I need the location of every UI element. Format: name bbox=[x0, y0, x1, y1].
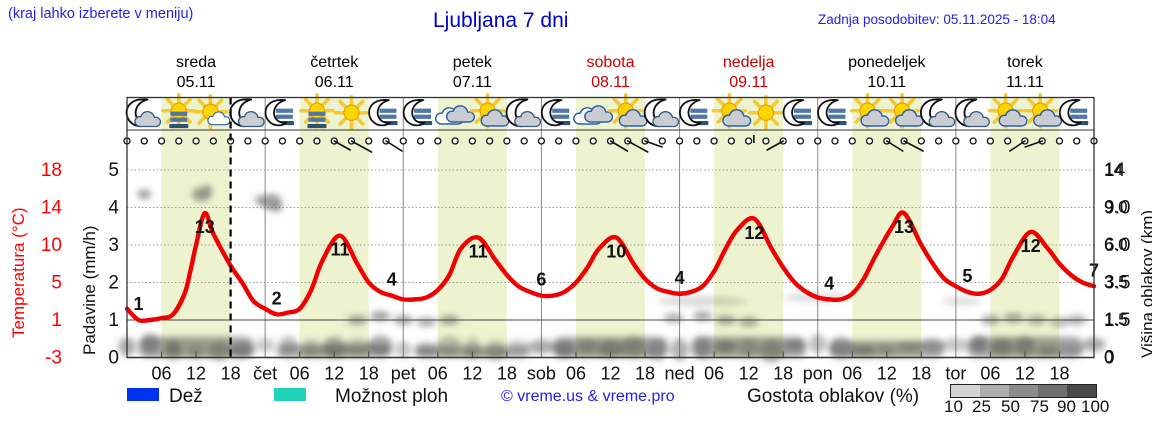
svg-text:4: 4 bbox=[387, 270, 397, 290]
svg-text:18: 18 bbox=[359, 364, 379, 384]
svg-text:06: 06 bbox=[842, 364, 862, 384]
svg-text:12: 12 bbox=[462, 364, 482, 384]
svg-text:18: 18 bbox=[1049, 364, 1069, 384]
svg-text:13: 13 bbox=[894, 217, 914, 237]
svg-text:18: 18 bbox=[41, 160, 62, 181]
svg-text:pon: pon bbox=[803, 364, 833, 384]
svg-text:9.0: 9.0 bbox=[1104, 198, 1128, 217]
svg-text:12: 12 bbox=[744, 223, 764, 243]
svg-text:06: 06 bbox=[290, 364, 310, 384]
svg-text:5: 5 bbox=[108, 160, 119, 181]
svg-text:4: 4 bbox=[108, 198, 119, 219]
svg-text:18: 18 bbox=[911, 364, 931, 384]
svg-text:12: 12 bbox=[1015, 364, 1035, 384]
svg-text:18: 18 bbox=[635, 364, 655, 384]
svg-text:5: 5 bbox=[51, 273, 62, 294]
svg-text:10: 10 bbox=[606, 242, 626, 262]
svg-text:4: 4 bbox=[675, 268, 685, 288]
svg-text:1.5: 1.5 bbox=[1104, 310, 1128, 329]
svg-text:12: 12 bbox=[186, 364, 206, 384]
svg-text:12: 12 bbox=[877, 364, 897, 384]
svg-text:5: 5 bbox=[962, 266, 972, 286]
svg-text:sob: sob bbox=[527, 364, 556, 384]
svg-text:06: 06 bbox=[980, 364, 1000, 384]
svg-text:6.0: 6.0 bbox=[1104, 235, 1128, 254]
svg-text:4: 4 bbox=[824, 273, 834, 293]
svg-text:06: 06 bbox=[428, 364, 448, 384]
svg-text:18: 18 bbox=[221, 364, 241, 384]
svg-text:06: 06 bbox=[704, 364, 724, 384]
svg-text:06: 06 bbox=[152, 364, 172, 384]
svg-text:12: 12 bbox=[1021, 236, 1041, 256]
svg-text:10: 10 bbox=[41, 235, 62, 256]
svg-text:6: 6 bbox=[536, 270, 546, 290]
svg-text:11: 11 bbox=[330, 240, 349, 260]
svg-text:0: 0 bbox=[1104, 348, 1113, 367]
svg-text:1: 1 bbox=[51, 310, 62, 331]
svg-text:18: 18 bbox=[773, 364, 793, 384]
svg-text:1: 1 bbox=[134, 294, 144, 314]
svg-text:-3: -3 bbox=[45, 348, 62, 369]
svg-text:1: 1 bbox=[108, 310, 119, 331]
svg-text:14: 14 bbox=[1104, 160, 1123, 179]
svg-text:čet: čet bbox=[253, 364, 277, 384]
svg-text:0: 0 bbox=[108, 348, 119, 369]
svg-text:tor: tor bbox=[945, 364, 966, 384]
svg-text:pet: pet bbox=[391, 364, 416, 384]
svg-text:14: 14 bbox=[41, 198, 63, 219]
svg-text:12: 12 bbox=[739, 364, 759, 384]
svg-text:06: 06 bbox=[566, 364, 586, 384]
svg-text:2: 2 bbox=[272, 288, 282, 308]
svg-text:13: 13 bbox=[195, 217, 215, 237]
svg-text:3: 3 bbox=[108, 235, 119, 256]
svg-text:18: 18 bbox=[497, 364, 517, 384]
svg-text:12: 12 bbox=[324, 364, 344, 384]
svg-text:11: 11 bbox=[469, 242, 488, 262]
svg-text:ned: ned bbox=[665, 364, 695, 384]
svg-text:12: 12 bbox=[600, 364, 620, 384]
svg-text:2: 2 bbox=[108, 273, 119, 294]
svg-text:3.5: 3.5 bbox=[1104, 273, 1128, 292]
